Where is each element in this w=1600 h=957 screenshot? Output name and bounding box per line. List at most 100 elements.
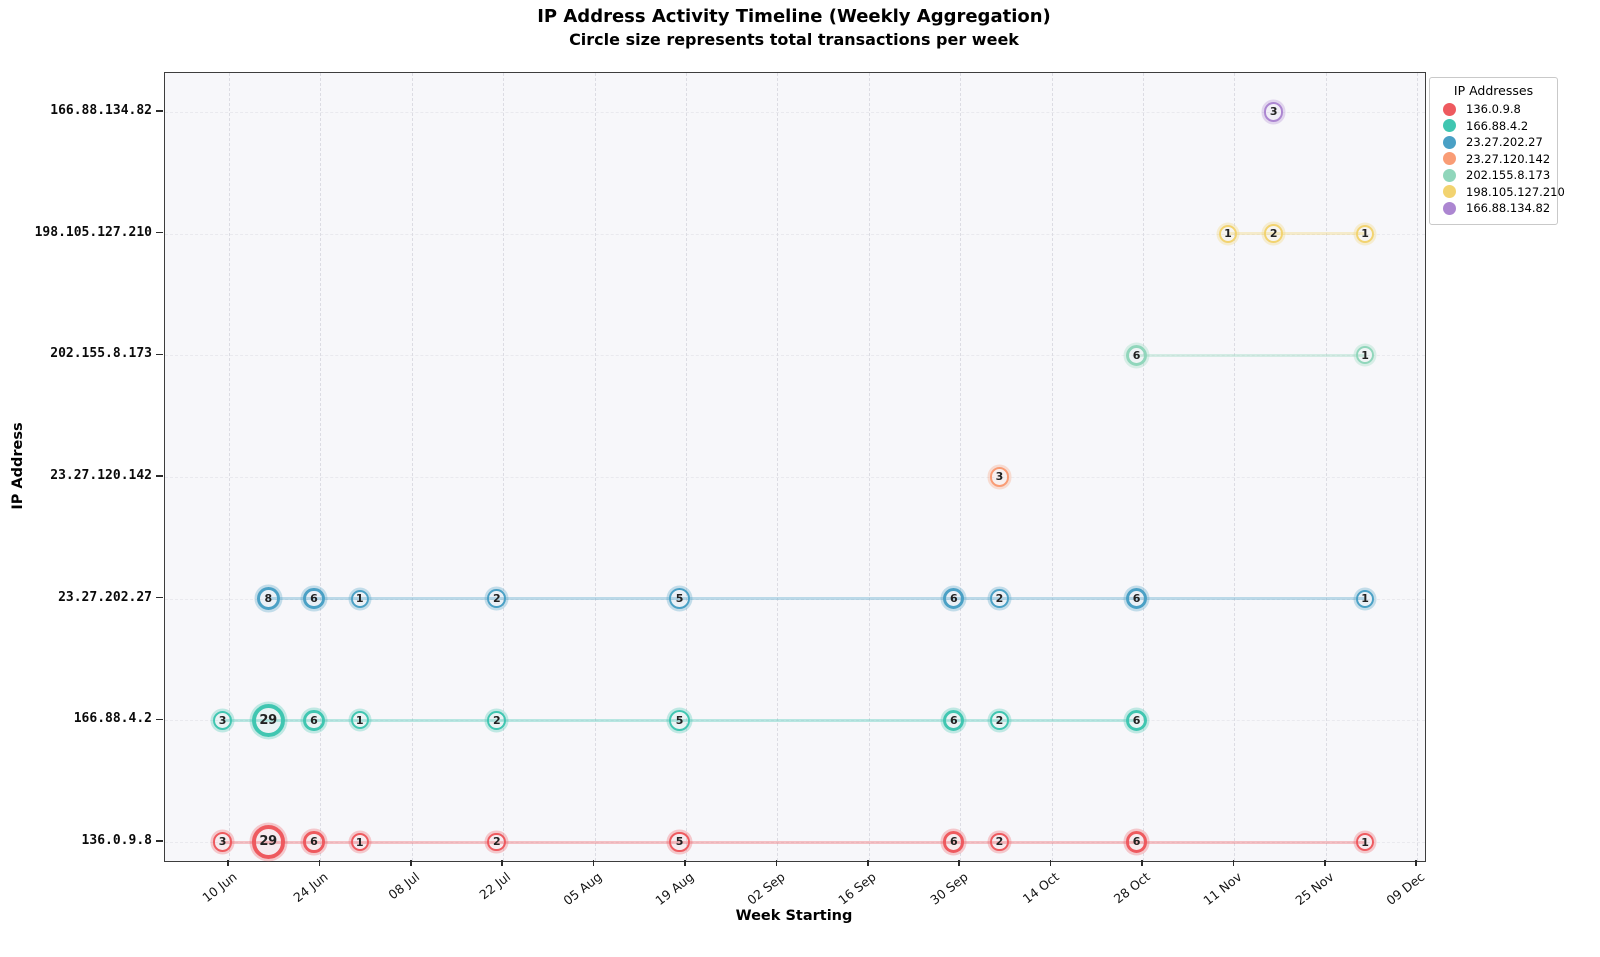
legend-entry-label: 166.88.134.82: [1466, 201, 1551, 216]
data-point-bubble: 3: [212, 710, 233, 731]
data-point-value: 6: [949, 592, 958, 606]
data-point-bubble: 2: [487, 589, 506, 609]
legend-color-dot: [1443, 119, 1456, 133]
x-tick-label: 08 Jul: [385, 869, 423, 903]
data-point-bubble: 2: [1264, 224, 1283, 243]
x-tick-mark: [318, 860, 321, 866]
data-point-bubble: 6: [303, 587, 325, 610]
y-tick-label: 166.88.4.2: [73, 711, 152, 727]
legend-entry: 136.0.9.8: [1436, 101, 1551, 118]
data-point-value: 6: [310, 713, 318, 727]
data-point-value: 1: [1361, 592, 1369, 606]
y-gridline: [165, 233, 1425, 235]
x-tick-mark: [867, 860, 869, 866]
x-gridline: [1142, 73, 1144, 861]
x-tick-label: 25 Nov: [1291, 869, 1337, 909]
y-tick-mark: [156, 353, 163, 356]
x-tick-label: 09 Dec: [1383, 869, 1428, 908]
data-point-value: 2: [1269, 227, 1278, 241]
data-point-bubble: 1: [1218, 224, 1237, 243]
data-point-value: 1: [1361, 348, 1369, 362]
data-point-bubble: 3: [989, 467, 1010, 487]
x-tick-mark: [592, 860, 595, 866]
legend-entry-label: 202.155.8.173: [1466, 168, 1551, 183]
x-axis-title: Week Starting: [735, 908, 853, 924]
data-point-value: 29: [259, 712, 277, 728]
data-point-value: 6: [1132, 592, 1141, 606]
data-point-bubble: 1: [1355, 589, 1374, 608]
data-point-bubble: 6: [1125, 344, 1148, 367]
data-point-bubble: 6: [303, 709, 325, 732]
data-point-bubble: 2: [487, 710, 506, 730]
x-gridline: [1417, 73, 1419, 861]
x-gridline: [594, 73, 596, 861]
legend-title: IP Addresses: [1453, 83, 1534, 98]
y-tick-label: 166.88.134.82: [50, 102, 152, 118]
x-tick-label: 30 Sep: [926, 869, 971, 908]
legend-entry-label: 136.0.9.8: [1466, 102, 1521, 117]
y-tick-mark: [156, 718, 163, 721]
data-point-value: 5: [675, 713, 684, 727]
data-point-bubble: 5: [669, 709, 690, 731]
legend-entry-label: 166.88.4.2: [1466, 118, 1529, 133]
series-line: [222, 840, 1365, 844]
x-tick-mark: [1324, 860, 1326, 866]
y-tick-mark: [156, 840, 163, 842]
series-line: [1136, 353, 1365, 357]
data-point-bubble: 1: [1355, 833, 1374, 851]
y-gridline: [165, 111, 1425, 113]
data-point-bubble: 1: [350, 589, 369, 608]
data-point-bubble: 6: [1125, 831, 1148, 853]
data-point-bubble: 1: [1355, 346, 1374, 365]
data-point-value: 1: [355, 592, 364, 606]
data-point-value: 2: [995, 835, 1004, 849]
data-point-value: 6: [1132, 348, 1141, 362]
x-gridline: [868, 73, 870, 861]
legend-entry-label: 23.27.120.142: [1466, 151, 1551, 166]
data-point-bubble: 29: [251, 703, 285, 737]
x-tick-label: 16 Sep: [835, 869, 880, 908]
data-point-value: 3: [995, 470, 1004, 484]
x-tick-label: 22 Jul: [476, 869, 514, 903]
data-point-value: 5: [675, 592, 684, 606]
chart-title: IP Address Activity Timeline (Weekly Agg…: [537, 6, 1051, 27]
legend-entry: 166.88.134.82: [1436, 200, 1551, 217]
data-point-value: 6: [310, 835, 318, 849]
series-line: [268, 597, 1365, 601]
y-gridline: [165, 598, 1425, 600]
data-point-value: 1: [355, 713, 364, 727]
data-point-bubble: 5: [669, 831, 690, 853]
legend-entry-label: 23.27.202.27: [1466, 135, 1543, 150]
y-tick-mark: [156, 475, 163, 477]
x-tick-mark: [1232, 860, 1235, 866]
data-point-value: 1: [1361, 835, 1369, 849]
data-point-value: 2: [492, 592, 501, 606]
data-point-value: 3: [218, 835, 227, 849]
data-point-bubble: 2: [989, 710, 1009, 730]
legend-entry: 202.155.8.173: [1436, 167, 1551, 184]
x-gridline: [503, 73, 505, 861]
legend-entry: 198.105.127.210: [1436, 184, 1565, 201]
x-gridline: [685, 73, 687, 861]
legend: IP Addresses 136.0.9.8 166.88.4.2 23.27.20…: [1429, 77, 1565, 225]
y-gridline: [165, 476, 1425, 478]
data-point-bubble: 3: [212, 832, 233, 852]
x-tick-mark: [501, 860, 503, 866]
data-point-bubble: 2: [989, 589, 1009, 609]
legend-entries: 136.0.9.8 166.88.4.2 23.27.202.27 23.27.120…: [1436, 101, 1565, 217]
y-tick-label: 202.155.8.173: [50, 346, 152, 362]
data-point-value: 8: [264, 592, 272, 606]
legend-entry: 23.27.202.27: [1436, 134, 1551, 151]
x-tick-label: 19 Aug: [652, 869, 697, 909]
x-tick-label: 02 Sep: [744, 869, 788, 908]
legend-entry: 166.88.4.2: [1436, 118, 1551, 135]
data-point-value: 6: [949, 835, 958, 849]
x-tick-mark: [1415, 860, 1417, 866]
y-gridline: [165, 355, 1425, 357]
data-point-value: 1: [1224, 227, 1232, 241]
data-point-bubble: 1: [350, 711, 369, 730]
y-axis-title: IP Address: [10, 422, 26, 510]
data-point-value: 3: [1269, 105, 1278, 119]
legend-color-dot: [1443, 168, 1456, 182]
